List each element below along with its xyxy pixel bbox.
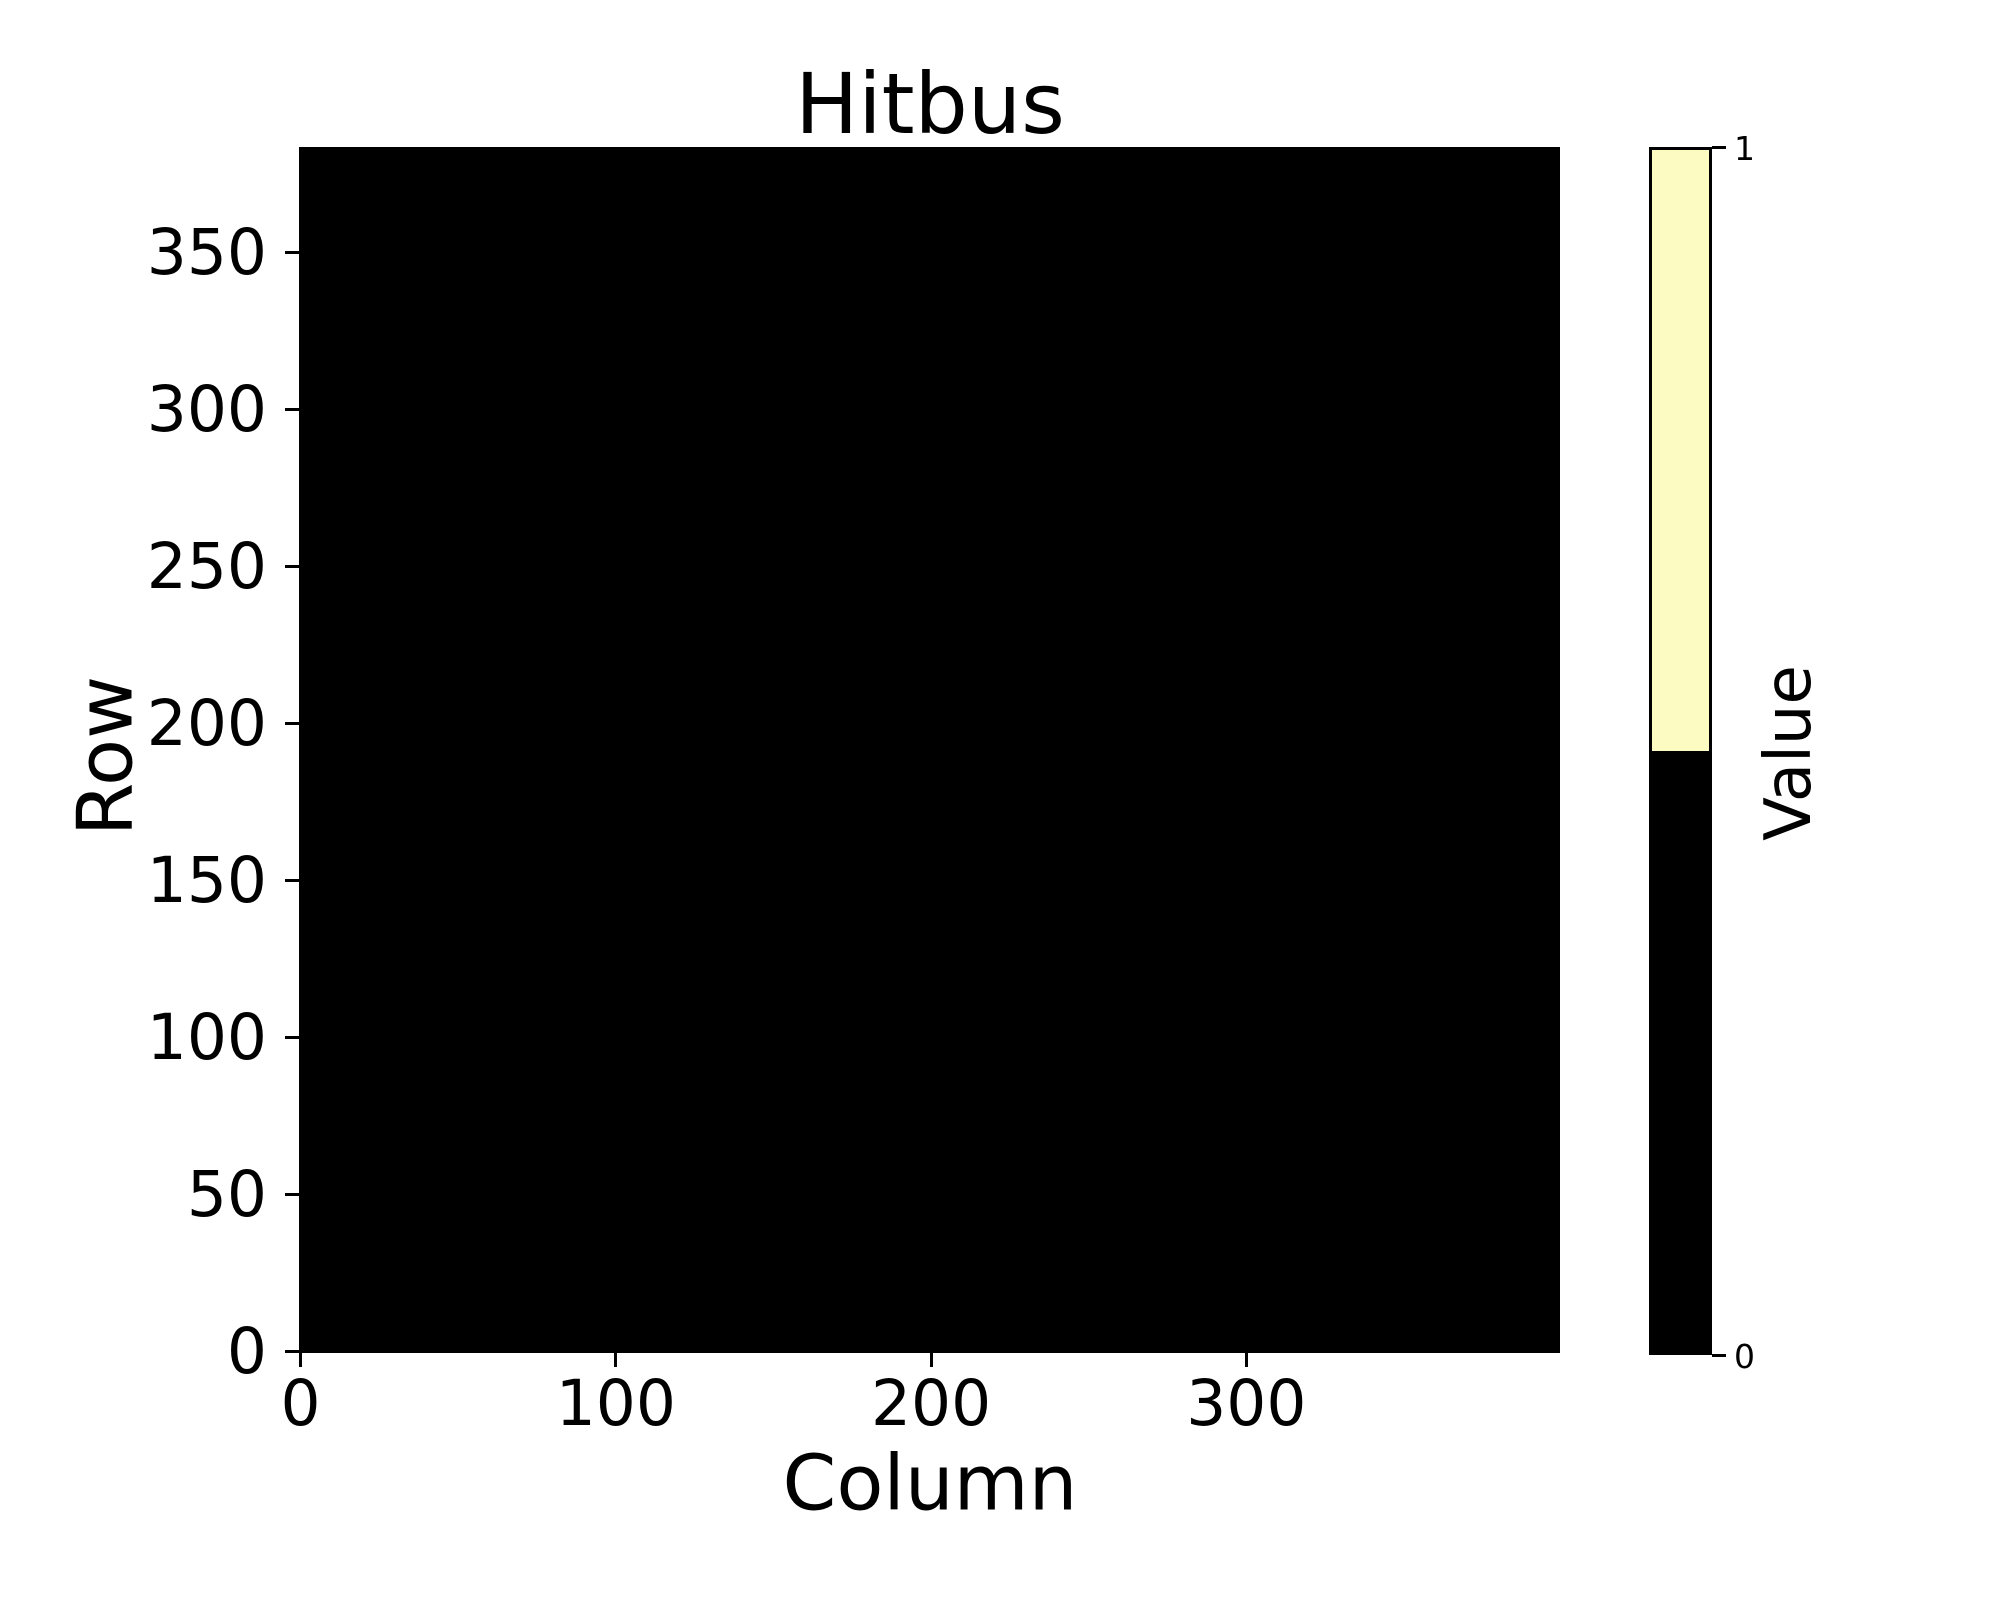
- y-tick-mark: [285, 721, 299, 725]
- y-tick-label: 200: [146, 686, 267, 760]
- y-tick-mark: [285, 1349, 299, 1353]
- x-tick-label: 300: [1186, 1367, 1307, 1440]
- y-tick-mark: [285, 1192, 299, 1196]
- y-tick-mark: [285, 407, 299, 411]
- colorbar-tick-label: 0: [1734, 1337, 1755, 1376]
- colorbar-tick-mark: [1712, 145, 1726, 149]
- colorbar-tick-label: 1: [1734, 129, 1755, 168]
- y-tick-mark: [285, 1035, 299, 1039]
- x-tick-mark: [299, 1353, 303, 1367]
- colorbar-label: Value: [1752, 665, 1826, 841]
- chart-title: Hitbus: [795, 55, 1065, 153]
- x-tick-label: 100: [555, 1367, 676, 1440]
- y-tick-label: 50: [186, 1157, 267, 1231]
- y-tick-label: 250: [146, 529, 267, 603]
- y-axis-label: Row: [61, 675, 151, 837]
- y-tick-label: 100: [146, 1000, 267, 1074]
- colorbar-segment-value-one: [1652, 150, 1709, 751]
- y-tick-label: 300: [146, 372, 267, 446]
- heatmap-canvas: [299, 147, 1560, 1353]
- y-tick-mark: [285, 250, 299, 254]
- x-tick-mark: [1244, 1353, 1248, 1367]
- x-tick-mark: [929, 1353, 933, 1367]
- y-tick-mark: [285, 878, 299, 882]
- colorbar: [1649, 147, 1712, 1355]
- x-tick-label: 0: [280, 1367, 321, 1440]
- y-tick-label: 150: [146, 843, 267, 917]
- y-tick-label: 0: [226, 1314, 267, 1388]
- x-tick-label: 200: [870, 1367, 992, 1440]
- x-tick-mark: [614, 1353, 618, 1367]
- y-tick-label: 350: [146, 215, 267, 289]
- colorbar-segment-value-zero: [1652, 751, 1709, 1352]
- y-tick-mark: [285, 564, 299, 568]
- x-axis-label: Column: [782, 1439, 1078, 1529]
- colorbar-tick-mark: [1712, 1353, 1726, 1357]
